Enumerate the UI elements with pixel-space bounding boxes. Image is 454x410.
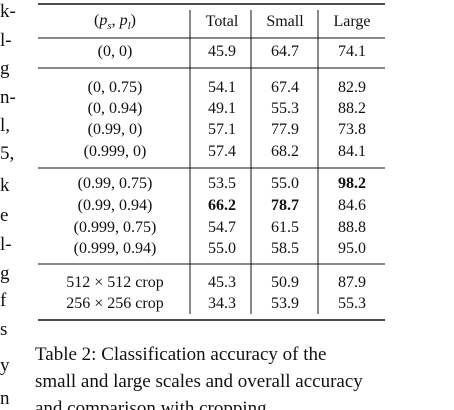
text-fragment: y — [0, 355, 10, 376]
cell: 88.8 — [338, 219, 366, 236]
row-label: (0.999, 0) — [83, 143, 147, 160]
header-label-part: ( — [94, 11, 100, 29]
cell: 73.8 — [338, 121, 366, 138]
text-fragment: k — [0, 175, 10, 196]
cell: 55.0 — [271, 175, 299, 192]
column-header: Small — [266, 13, 304, 30]
header-label-part: , — [111, 11, 120, 29]
caption-line: Table 2: Classification accuracy of the — [35, 344, 327, 365]
cell: 55.3 — [338, 295, 366, 312]
row-label: (0, 0.94) — [87, 100, 143, 117]
cell: 84.6 — [338, 197, 366, 214]
cell: 54.7 — [208, 219, 236, 236]
text-fragment: e — [0, 205, 9, 226]
cell: 88.2 — [338, 100, 366, 117]
cell: 68.2 — [271, 143, 299, 160]
cell: 45.9 — [208, 43, 236, 60]
header-label-part: ) — [130, 11, 136, 29]
cell: 34.3 — [208, 295, 236, 312]
caption-line: small and large scales and overall accur… — [35, 371, 363, 392]
cell: 50.9 — [271, 274, 299, 291]
text-fragment: g — [0, 263, 10, 284]
cell: 84.1 — [338, 143, 366, 160]
cell: 66.2 — [208, 197, 236, 214]
cell: 98.2 — [338, 175, 366, 192]
row-label: (0, 0.75) — [87, 79, 143, 96]
text-fragment: s — [0, 319, 8, 340]
cell: 55.3 — [271, 100, 299, 117]
cell: 82.9 — [338, 79, 366, 96]
cell: 74.1 — [338, 43, 366, 60]
cell: 87.9 — [338, 274, 366, 291]
row-label: (0.99, 0) — [87, 121, 143, 138]
row-label: 256 × 256 crop — [66, 295, 164, 312]
cell: 95.0 — [338, 240, 366, 257]
text-fragment: k- — [0, 1, 16, 22]
header-label: (ps, pl) — [94, 12, 136, 32]
caption-line: and comparison with cropping. — [35, 398, 272, 410]
text-fragment: n- — [0, 87, 16, 108]
header-label-part: p — [119, 11, 128, 29]
text-fragment: l- — [0, 30, 12, 51]
row-label: (0.999, 0.94) — [73, 240, 157, 257]
cell: 67.4 — [271, 79, 299, 96]
header-label-part: l — [127, 20, 131, 33]
column-header: Total — [205, 13, 239, 30]
cell: 53.5 — [208, 175, 236, 192]
row-label: 512 × 512 crop — [66, 274, 164, 291]
cell: 58.5 — [271, 240, 299, 257]
row-label: (0.99, 0.94) — [77, 197, 153, 214]
cell: 49.1 — [208, 100, 236, 117]
header-label-part: s — [107, 20, 112, 33]
cell: 77.9 — [271, 121, 299, 138]
cell: 64.7 — [271, 43, 299, 60]
text-fragment: l- — [0, 234, 12, 255]
cell: 54.1 — [208, 79, 236, 96]
text-fragment: g — [0, 58, 10, 79]
cell: 57.1 — [208, 121, 236, 138]
text-fragment: f — [0, 290, 7, 311]
cell: 57.4 — [208, 143, 236, 160]
column-header: Large — [333, 13, 371, 30]
cell: 53.9 — [271, 295, 299, 312]
cell: 61.5 — [271, 219, 299, 236]
header-label-part: p — [99, 11, 108, 29]
row-label: (0.99, 0.75) — [77, 175, 153, 192]
row-label: (0.999, 0.75) — [73, 219, 157, 236]
text-fragment: 5, — [0, 143, 15, 164]
cell: 45.3 — [208, 274, 236, 291]
row-label: (0, 0) — [97, 43, 133, 60]
cell: 55.0 — [208, 240, 236, 257]
cell: 78.7 — [271, 197, 299, 214]
text-fragment: l, — [0, 115, 11, 136]
text-fragment: n — [0, 388, 10, 409]
